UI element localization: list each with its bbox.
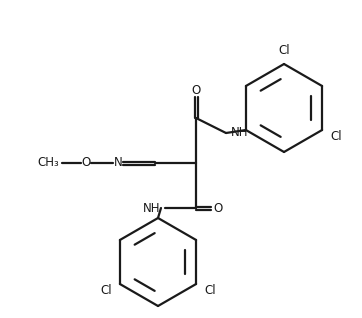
Text: O: O bbox=[213, 202, 223, 215]
Text: Cl: Cl bbox=[278, 44, 290, 57]
Text: NH: NH bbox=[231, 127, 248, 140]
Text: CH₃: CH₃ bbox=[37, 156, 59, 169]
Text: Cl: Cl bbox=[100, 285, 111, 298]
Text: Cl: Cl bbox=[331, 130, 342, 143]
Text: O: O bbox=[81, 156, 90, 169]
Text: Cl: Cl bbox=[205, 285, 216, 298]
Text: N: N bbox=[114, 156, 122, 169]
Text: NH: NH bbox=[143, 202, 160, 215]
Text: O: O bbox=[191, 84, 201, 96]
